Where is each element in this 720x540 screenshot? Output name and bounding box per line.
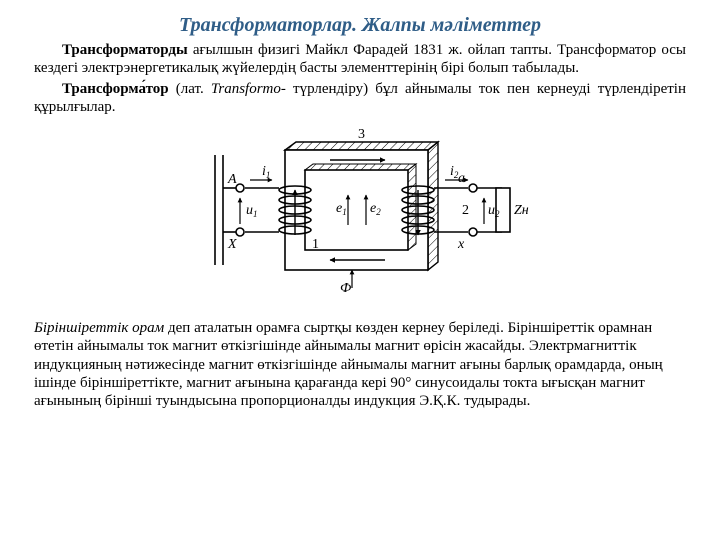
label-i1: i1 [262,164,270,180]
label-u1: u1 [246,203,258,219]
label-X: X [227,237,237,252]
label-w2: 2 [462,203,469,218]
page-title: Трансформаторлар. Жалпы мәліметтер [34,14,686,37]
paragraph-1: Трансформаторды ағылшын физигі Майкл Фар… [34,41,686,78]
paragraph-3: Біріншіреттік орам деп аталатын орамға с… [34,319,686,410]
label-Phi: Ф [340,281,351,296]
label-i2: i2 [450,164,459,180]
label-a: a [458,171,465,186]
paragraph-2: Трансформа́тор (лат. Transformo- түрленд… [34,80,686,117]
para2-bold: Трансформа́тор [62,81,169,97]
transformer-figure-wrap: 3 A X a x i1 i2 u1 2 u2 e1 e2 1 Zн Ф [34,120,686,315]
label-3: 3 [358,127,365,142]
label-x: x [457,237,465,252]
para1-bold: Трансформаторды [62,42,188,58]
label-w1: 1 [312,237,319,252]
transformer-diagram: 3 A X a x i1 i2 u1 2 u2 e1 e2 1 Zн Ф [190,120,530,310]
label-Zn: Zн [514,203,529,218]
title-text: Трансформаторлар. Жалпы мәліметтер [179,14,541,36]
label-A: A [227,172,237,187]
para2-ital: Transformo [211,81,281,97]
para2-paren-pre: (лат. [169,81,211,97]
para3-ital: Біріншіреттік орам [34,320,164,336]
